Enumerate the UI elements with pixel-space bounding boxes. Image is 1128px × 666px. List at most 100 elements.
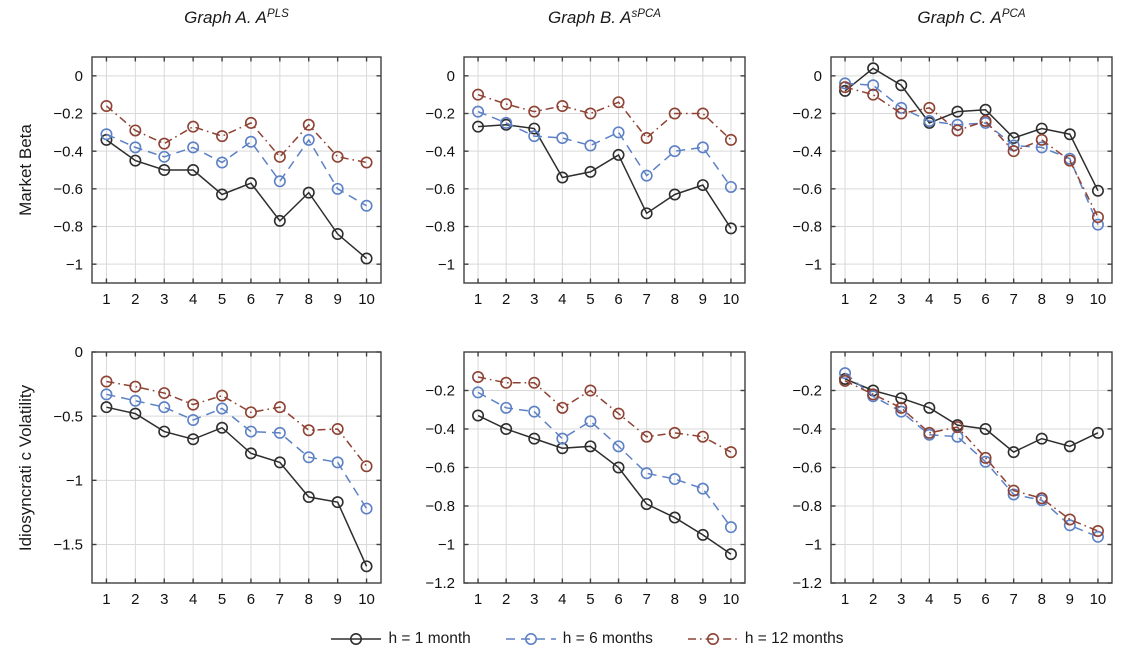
- chart-title-text: Graph C. A: [917, 8, 1002, 27]
- legend-label: h = 12 months: [744, 630, 844, 647]
- data-point: [187, 120, 200, 133]
- data-point: [640, 467, 653, 480]
- data-point: [500, 116, 513, 129]
- data-point: [895, 79, 908, 92]
- x-tick-label: 2: [869, 591, 877, 608]
- data-point: [1007, 131, 1020, 144]
- data-point: [100, 401, 113, 414]
- data-point: [129, 394, 142, 407]
- data-point: [100, 99, 113, 112]
- x-tick-label: 8: [305, 291, 313, 308]
- data-point: [500, 401, 513, 414]
- data-point: [640, 207, 653, 220]
- x-tick-label: 4: [925, 291, 933, 308]
- x-tick-label: 3: [160, 591, 168, 608]
- y-tick-label: −0.4: [425, 143, 455, 160]
- data-point: [302, 451, 315, 464]
- data-point: [1035, 122, 1048, 135]
- data-point: [612, 407, 625, 420]
- data-point: [302, 424, 315, 437]
- x-tick-label: 4: [558, 291, 566, 308]
- x-tick-label: 5: [953, 591, 961, 608]
- x-tick-label: 10: [723, 291, 740, 308]
- x-tick-label: 5: [218, 291, 226, 308]
- axes-box: [463, 351, 746, 584]
- data-point: [129, 407, 142, 420]
- data-point: [584, 415, 597, 428]
- y-tick-label: −1: [805, 537, 822, 554]
- data-point: [302, 118, 315, 131]
- data-point: [1063, 154, 1076, 167]
- x-tick-label: 10: [723, 591, 740, 608]
- x-tick-label: 6: [981, 591, 989, 608]
- data-point: [696, 107, 709, 120]
- series-h-1-month: [100, 133, 373, 265]
- x-tick-label: 6: [614, 591, 622, 608]
- data-point: [100, 388, 113, 401]
- data-point: [158, 401, 171, 414]
- data-point: [1035, 133, 1048, 146]
- data-point: [556, 131, 569, 144]
- data-point: [556, 171, 569, 184]
- data-point: [216, 421, 229, 434]
- data-point: [867, 62, 880, 75]
- data-point: [668, 473, 681, 486]
- x-tick-label: 7: [276, 291, 284, 308]
- data-point: [100, 375, 113, 388]
- data-point: [158, 137, 171, 150]
- x-tick-label: 7: [642, 591, 650, 608]
- chart-graph-b-idiosyncratic-volatility: 1 2 3 4 5 6 7 8 9 10 −0.2 −0.4 −0.6 −0.8 −1 −1.2: [404, 338, 761, 624]
- y-tick-label: −1: [805, 256, 822, 273]
- data-point: [696, 141, 709, 154]
- data-point: [331, 456, 344, 469]
- y-tick-label: −0.8: [792, 219, 822, 236]
- y-tick-label: −0.8: [425, 219, 455, 236]
- chart-title-text: Graph A. A: [184, 8, 267, 27]
- data-point: [612, 148, 625, 161]
- data-point: [129, 141, 142, 154]
- data-point: [331, 150, 344, 163]
- data-point: [612, 440, 625, 453]
- data-point: [724, 446, 737, 459]
- data-point: [612, 126, 625, 139]
- data-point: [724, 521, 737, 534]
- series-h-12-months: [472, 88, 737, 146]
- y-tick-label: −1.2: [792, 575, 822, 592]
- data-point: [273, 456, 286, 469]
- y-tick-label: −1.5: [53, 537, 83, 554]
- y-tick-label: −1: [438, 256, 455, 273]
- data-point: [640, 498, 653, 511]
- y-tick-label: −0.8: [53, 219, 83, 236]
- data-point: [696, 179, 709, 192]
- x-tick-label: 9: [699, 291, 707, 308]
- series-h-12-months: [839, 81, 1104, 224]
- tick-labels: 1 2 3 4 5 6 7 8 9 10 −0.2 −0.4 −0.6 −0.8 −1 −1.2: [425, 383, 739, 608]
- data-point: [923, 115, 936, 128]
- x-tick-label: 4: [558, 591, 566, 608]
- data-point: [187, 414, 200, 427]
- x-tick-label: 7: [276, 591, 284, 608]
- data-point: [895, 405, 908, 418]
- y-tick-label: −0.6: [425, 460, 455, 477]
- data-point: [244, 135, 257, 148]
- x-tick-label: 9: [1066, 591, 1074, 608]
- data-point: [668, 426, 681, 439]
- data-point: [556, 401, 569, 414]
- data-point: [979, 423, 992, 436]
- data-point: [895, 107, 908, 120]
- data-point: [923, 401, 936, 414]
- data-point: [129, 154, 142, 167]
- data-point: [216, 389, 229, 402]
- y-tick-label: −0.6: [792, 181, 822, 198]
- data-point: [158, 425, 171, 438]
- series-h-1-month: [472, 409, 737, 561]
- data-point: [244, 116, 257, 129]
- data-point: [979, 115, 992, 128]
- data-point: [584, 107, 597, 120]
- legend-line-h-1-month-icon: [331, 633, 382, 645]
- data-point: [129, 380, 142, 393]
- data-point: [839, 84, 852, 97]
- series-h-12-months: [472, 371, 737, 459]
- y-tick-label: −0.8: [425, 498, 455, 515]
